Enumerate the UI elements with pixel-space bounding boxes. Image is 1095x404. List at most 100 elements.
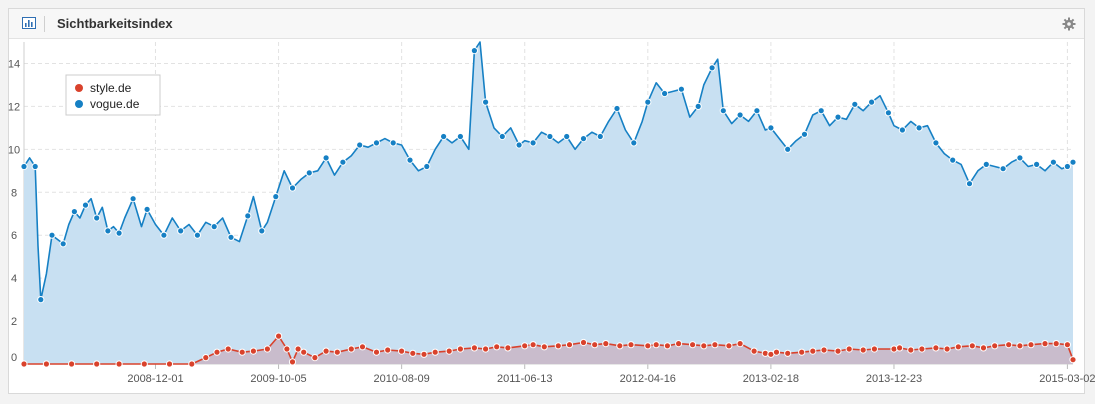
point-vogue-de [81, 201, 90, 209]
panel-title: Sichtbarkeitsindex [57, 16, 173, 31]
point-style-de [333, 348, 341, 356]
x-tick-label: 2008-12-01 [127, 373, 183, 385]
point-style-de [943, 345, 951, 353]
point-vogue-de [160, 231, 168, 239]
point-vogue-de [244, 212, 252, 220]
point-vogue-de [440, 132, 448, 141]
y-tick-label: 2 [11, 316, 17, 328]
point-vogue-de [800, 130, 809, 138]
point-vogue-de [482, 98, 490, 106]
point-vogue-de [915, 124, 923, 132]
gear-icon[interactable] [1062, 17, 1076, 31]
point-vogue-de [982, 160, 990, 168]
x-tick-label: 2012-04-16 [620, 373, 676, 385]
point-style-de [870, 345, 879, 353]
x-tick-label: 2010-08-09 [373, 373, 429, 385]
point-style-de [565, 341, 574, 349]
point-style-de [456, 345, 464, 353]
point-vogue-de [661, 89, 669, 98]
point-vogue-de [31, 162, 39, 171]
x-tick-label: 2009-10-05 [250, 373, 306, 385]
point-style-de [907, 346, 915, 354]
point-vogue-de [898, 126, 907, 134]
y-tick-label: 4 [11, 273, 17, 285]
point-style-de [689, 341, 697, 349]
point-style-de [1041, 340, 1049, 348]
point-vogue-de [1069, 158, 1077, 166]
point-vogue-de [677, 85, 686, 93]
legend: style.de vogue.de [65, 74, 161, 116]
point-style-de [675, 340, 683, 348]
point-style-de [798, 348, 806, 356]
point-style-de [979, 344, 988, 352]
point-style-de [165, 360, 174, 368]
point-style-de [409, 349, 417, 357]
point-style-de [288, 358, 297, 366]
point-style-de [294, 345, 302, 353]
point-style-de [579, 338, 588, 347]
point-vogue-de [227, 233, 235, 241]
point-style-de [372, 348, 381, 356]
point-style-de [991, 342, 999, 350]
point-style-de [1063, 341, 1072, 349]
point-style-de [504, 344, 512, 352]
point-style-de [932, 344, 940, 352]
point-vogue-de [736, 111, 744, 119]
point-style-de [93, 360, 101, 368]
point-style-de [322, 347, 330, 355]
point-vogue-de [93, 214, 101, 222]
point-vogue-de [288, 184, 297, 192]
point-style-de [918, 345, 926, 353]
point-style-de [188, 360, 196, 368]
point-vogue-de [579, 135, 588, 143]
point-style-de [521, 342, 529, 350]
point-style-de [809, 347, 817, 355]
area-vogue-de [24, 42, 1073, 364]
point-style-de [554, 342, 562, 350]
point-style-de [644, 342, 652, 350]
point-vogue-de [48, 231, 56, 239]
point-style-de [300, 348, 308, 356]
point-style-de [627, 341, 635, 349]
point-vogue-de [372, 139, 381, 147]
point-vogue-de [644, 98, 652, 106]
point-style-de [652, 341, 660, 349]
point-style-de [616, 342, 624, 350]
point-style-de [845, 345, 853, 353]
point-style-de [736, 340, 744, 348]
point-vogue-de [193, 231, 201, 239]
point-vogue-de [356, 141, 364, 149]
point-vogue-de [470, 47, 478, 55]
point-style-de [1005, 341, 1013, 349]
y-tick-label: 14 [8, 58, 20, 70]
point-style-de [431, 348, 439, 356]
point-vogue-de [563, 132, 571, 141]
series-areas [24, 42, 1073, 364]
point-style-de [238, 348, 246, 356]
point-style-de [834, 347, 842, 355]
area-style-de [24, 336, 1073, 364]
point-vogue-de [515, 141, 523, 149]
y-tick-label: 12 [8, 101, 20, 113]
point-vogue-de [719, 107, 727, 115]
point-vogue-de [339, 158, 347, 166]
y-tick-label: 6 [11, 230, 17, 242]
point-style-de [591, 341, 599, 349]
point-vogue-de [932, 139, 940, 147]
point-vogue-de [753, 107, 761, 115]
point-vogue-de [965, 180, 974, 188]
point-style-de [213, 348, 221, 356]
point-style-de [420, 350, 428, 358]
point-vogue-de [20, 162, 28, 171]
y-tick-label: 8 [11, 187, 17, 199]
point-style-de [859, 346, 867, 354]
point-vogue-de [37, 296, 45, 304]
point-vogue-de [767, 124, 775, 132]
point-vogue-de [210, 223, 218, 231]
point-vogue-de [305, 169, 313, 177]
point-vogue-de [70, 208, 79, 216]
legend-label-style-de: style.de [90, 81, 132, 95]
point-vogue-de [708, 64, 716, 72]
header-separator [44, 16, 45, 32]
